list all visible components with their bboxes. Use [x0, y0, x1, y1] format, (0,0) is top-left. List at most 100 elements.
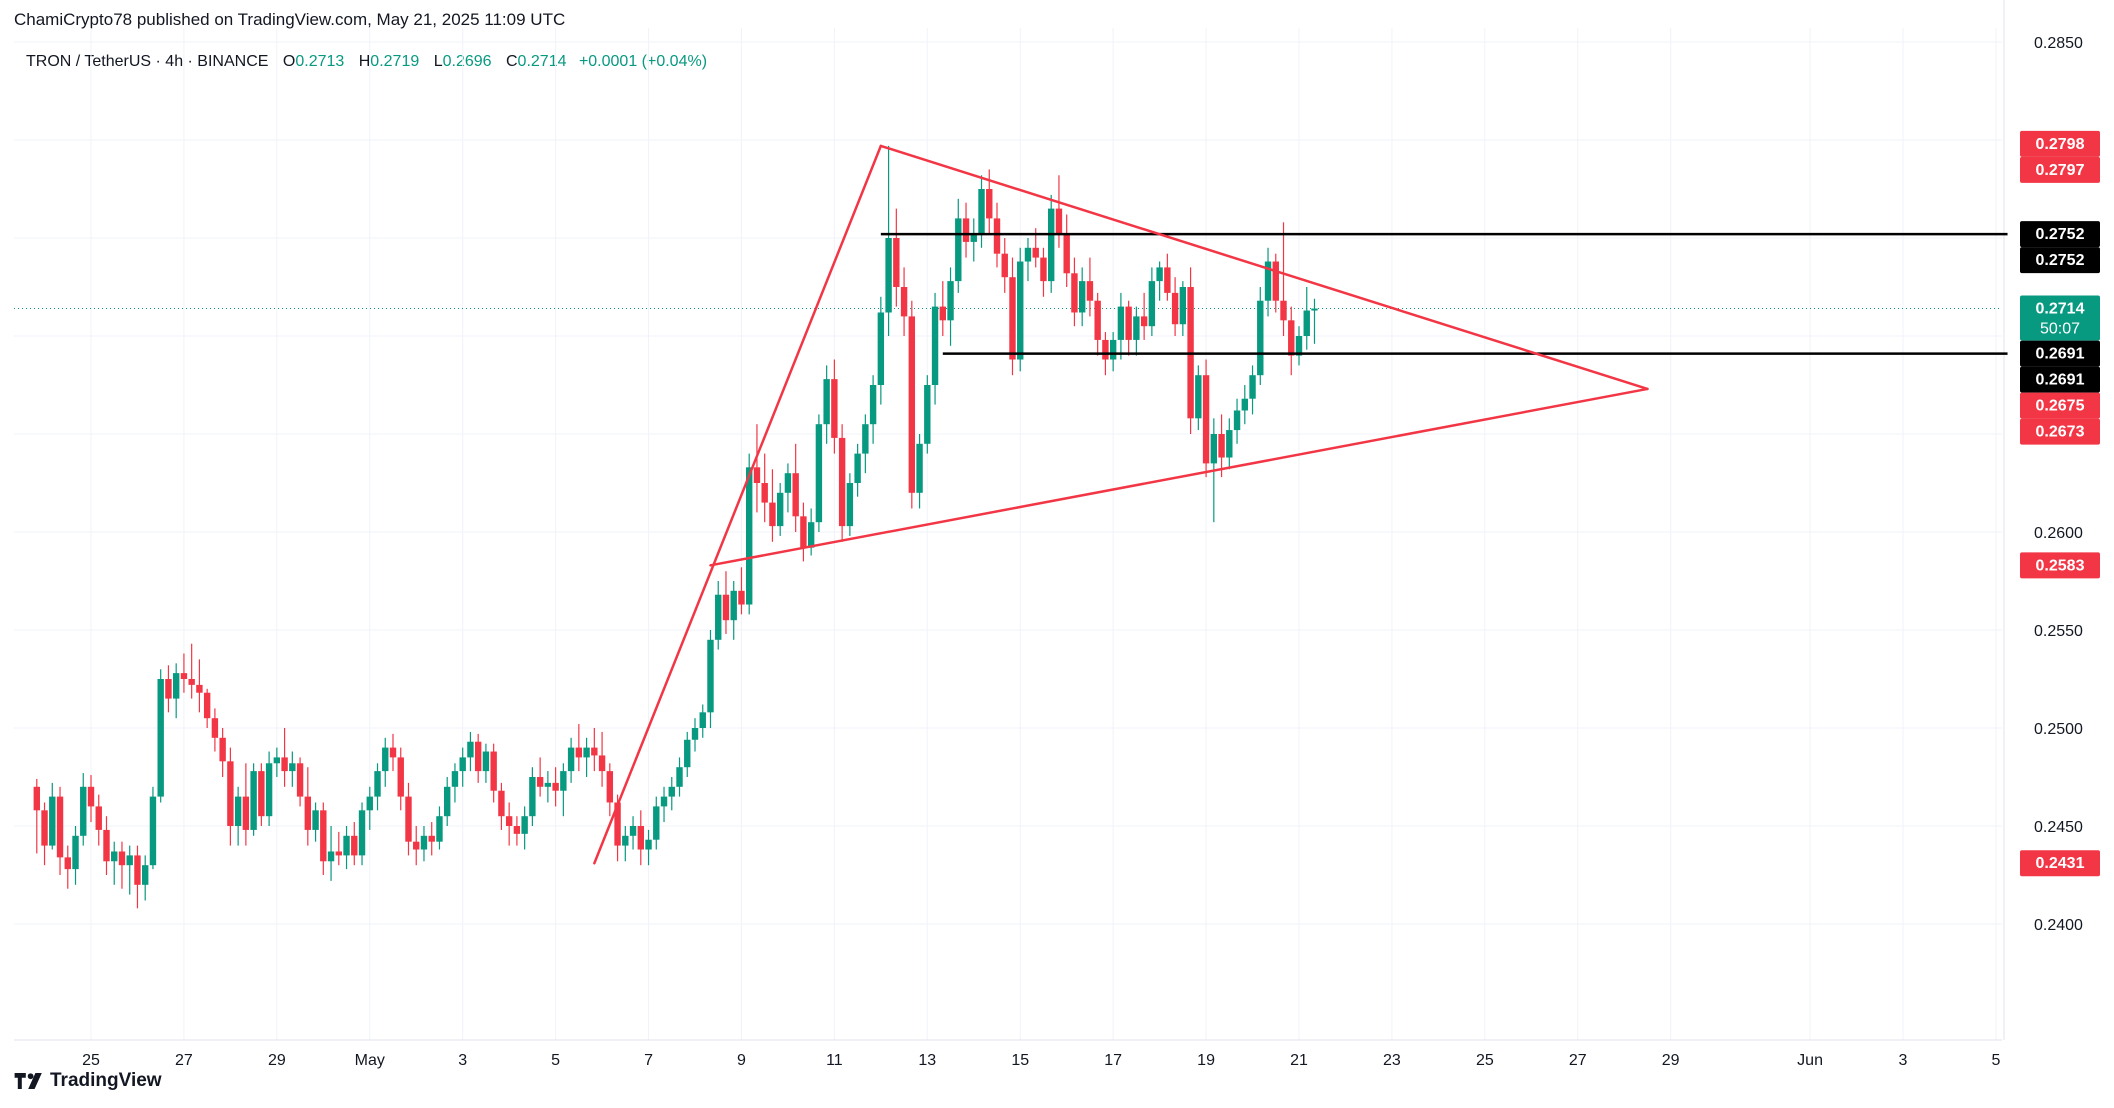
- candle-body: [436, 816, 443, 842]
- candle-body: [258, 771, 265, 817]
- candle-body: [33, 786, 40, 811]
- candle-body: [351, 835, 358, 856]
- price-tag-label: 0.2691: [2036, 372, 2085, 389]
- candle-body: [1094, 300, 1101, 340]
- candle-body: [746, 467, 753, 605]
- candle-body: [1218, 434, 1225, 458]
- candle-body: [846, 483, 854, 527]
- candle-body: [1179, 287, 1187, 325]
- x-tick-label: 27: [175, 1052, 193, 1069]
- low-label: L: [433, 53, 443, 70]
- candle-body: [1009, 277, 1016, 360]
- candle-body: [142, 865, 149, 885]
- candle-body: [722, 594, 730, 621]
- publisher-line: ChamiCrypto78 published on TradingView.c…: [14, 10, 566, 29]
- price-tag-box: [2020, 340, 2100, 367]
- candle-body: [273, 757, 281, 764]
- candle-body: [668, 786, 675, 797]
- x-tick-label: Jun: [1797, 1052, 1823, 1069]
- candle-body: [459, 757, 466, 772]
- candle-body: [730, 590, 737, 621]
- candle-body: [916, 443, 923, 493]
- candle-body: [1078, 281, 1086, 313]
- candle-body: [924, 385, 931, 444]
- candle-body: [614, 802, 621, 846]
- price-tag-label: 0.2431: [2036, 855, 2085, 872]
- x-tick-label: 25: [82, 1052, 100, 1069]
- candle-body: [1303, 310, 1310, 336]
- candle-body: [908, 316, 916, 493]
- candle-body: [126, 855, 133, 866]
- candle-body: [544, 782, 552, 787]
- candle-body: [1125, 306, 1132, 340]
- candle-body: [792, 473, 799, 517]
- candle-body: [1202, 375, 1210, 464]
- candle-body: [622, 835, 629, 846]
- candle-body: [103, 829, 110, 862]
- candle-body: [575, 747, 583, 758]
- candle-body: [1210, 434, 1218, 464]
- symbol-name[interactable]: TRON / TetherUS · 4h · BINANCE: [26, 53, 269, 70]
- candle-body: [211, 718, 219, 738]
- candle-body: [405, 796, 412, 842]
- candle-body: [1048, 208, 1055, 282]
- x-tick-label: 5: [1991, 1052, 2000, 1069]
- x-tick-label: 25: [1476, 1052, 1494, 1069]
- candle-body: [1055, 208, 1063, 235]
- candle-body: [1249, 375, 1256, 399]
- x-tick-label: May: [355, 1052, 385, 1069]
- candle-body: [893, 238, 900, 287]
- price-tag-box: [2020, 130, 2100, 157]
- price-tag-label: 0.2798: [2036, 136, 2085, 153]
- high-value: 0.2719: [370, 53, 420, 70]
- candle-body: [521, 816, 528, 834]
- candle-body: [606, 771, 614, 803]
- candle-body: [196, 684, 203, 693]
- x-tick-label: 3: [1899, 1052, 1908, 1069]
- candle-body: [955, 218, 962, 282]
- candle-body: [552, 782, 559, 791]
- candle-body: [1164, 267, 1171, 293]
- candle-body: [1171, 292, 1179, 325]
- x-tick-label: 7: [644, 1052, 653, 1069]
- candle-body: [80, 786, 87, 836]
- candle-body: [1195, 375, 1202, 419]
- candle-body: [1117, 306, 1125, 340]
- candle-body: [320, 810, 327, 862]
- candle-body: [172, 673, 180, 699]
- candle-body: [188, 679, 195, 685]
- candle-body: [49, 796, 56, 846]
- price-tag-label: 0.2691: [2036, 346, 2085, 363]
- candle-body: [1264, 261, 1272, 301]
- price-tag-box: [2020, 418, 2100, 445]
- candle-body: [482, 751, 490, 772]
- candle-body: [41, 810, 48, 846]
- candle-body: [95, 806, 102, 830]
- candle-body: [374, 771, 381, 797]
- candle-body: [1288, 320, 1295, 356]
- open-value: 0.2713: [295, 53, 345, 70]
- candle-body: [118, 851, 126, 866]
- candle-body: [157, 679, 164, 797]
- candle-body: [699, 712, 706, 728]
- candle-body: [165, 679, 172, 699]
- price-tag-label: 0.2714: [2036, 301, 2085, 318]
- candle-body: [451, 771, 459, 787]
- candle-body: [265, 763, 273, 817]
- y-tick-label: 0.2850: [2034, 35, 2083, 52]
- candle-body: [653, 806, 660, 840]
- candle-body: [1280, 300, 1287, 321]
- candle-body: [335, 851, 342, 856]
- tradingview-brand[interactable]: TradingView: [14, 1070, 162, 1092]
- price-tag-box: [2020, 392, 2100, 419]
- candle-body: [869, 385, 877, 425]
- candle-body: [72, 835, 79, 870]
- x-tick-label: 3: [458, 1052, 467, 1069]
- candle-body: [986, 189, 993, 219]
- low-value: 0.2696: [442, 53, 492, 70]
- close-value: 0.2714: [517, 53, 567, 70]
- candle-body: [1071, 273, 1078, 313]
- candle-body: [1148, 281, 1156, 327]
- candle-body: [219, 737, 226, 762]
